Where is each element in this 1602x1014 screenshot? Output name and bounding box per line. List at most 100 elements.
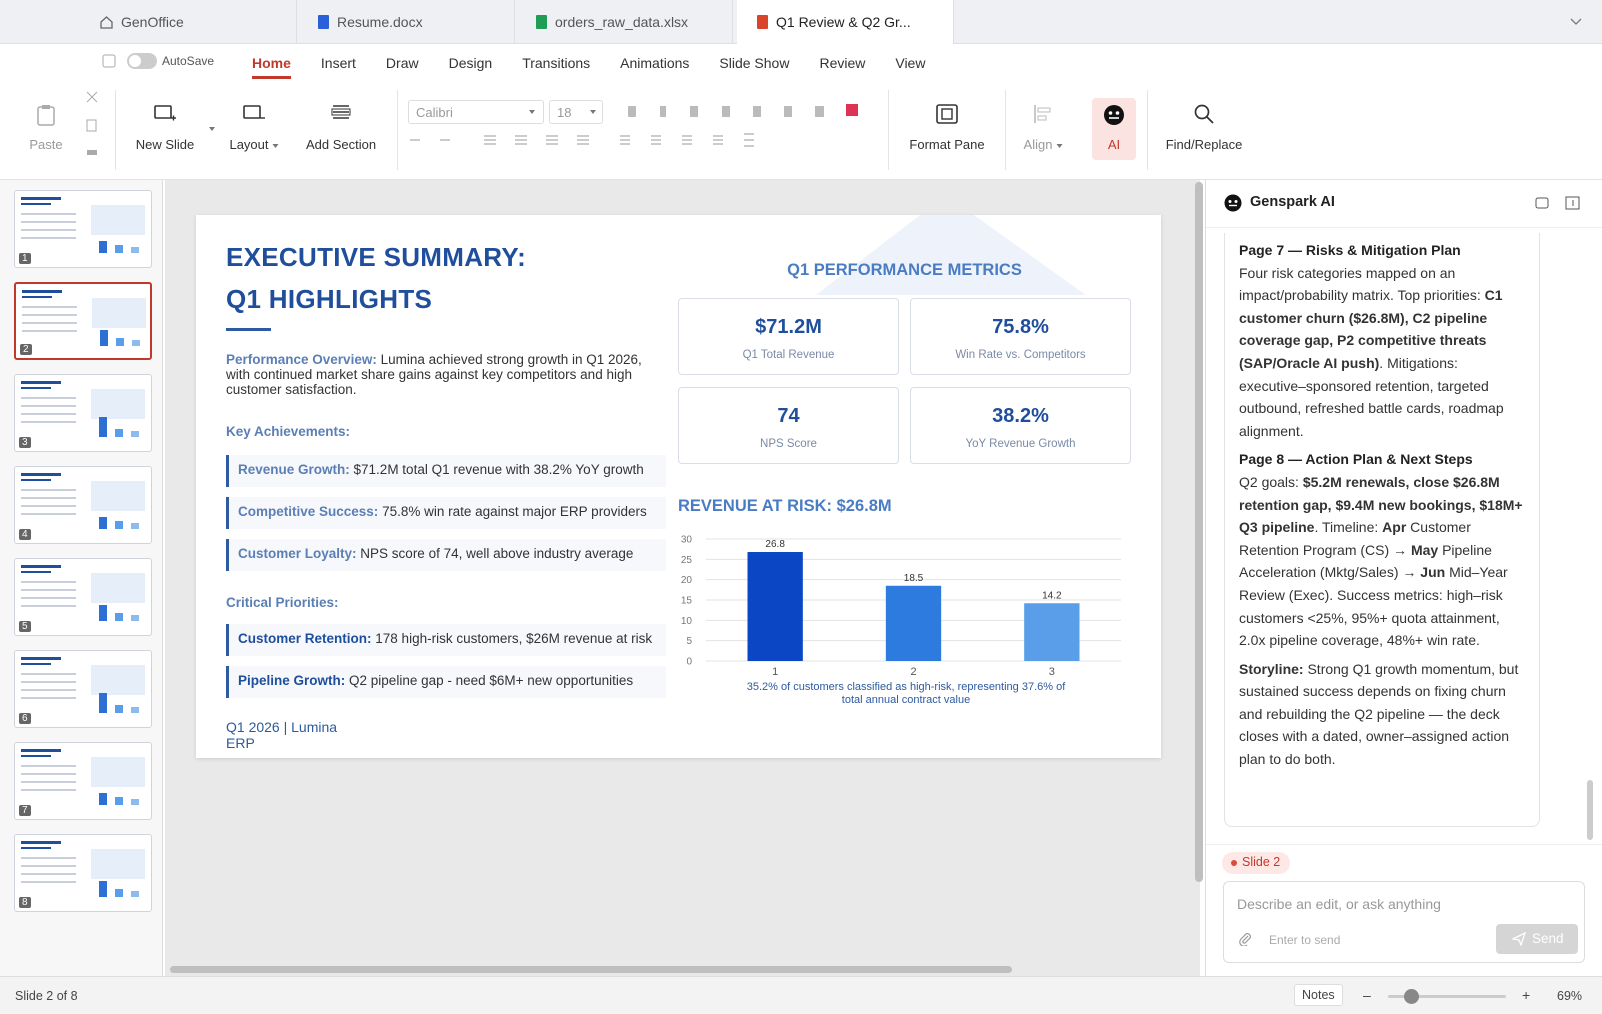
overview-text: Lumina achieved strong growth in Q1 2026… — [226, 352, 642, 397]
chat-input[interactable]: Describe an edit, or ask anything Enter … — [1223, 881, 1585, 963]
tab[interactable]: GenOffice — [80, 0, 297, 44]
slide-thumbnail[interactable]: 2 — [14, 282, 152, 360]
slide-thumbnail[interactable]: 8 — [14, 834, 152, 912]
zoom-slider[interactable] — [1388, 989, 1506, 1004]
slide-thumbnail[interactable]: 3 — [14, 374, 152, 452]
thumb-block — [91, 665, 145, 695]
menu-item[interactable]: Review — [819, 55, 866, 71]
thumb-line — [21, 213, 76, 215]
thumb-bar — [99, 793, 107, 805]
message-text: Storyline: — [1239, 660, 1304, 677]
tab-bar: GenOffice Resume.docx orders_raw_data.xl… — [0, 0, 1602, 44]
messages-scrollbar[interactable] — [1587, 780, 1593, 840]
item-text: Q2 pipeline gap - need $6M+ new opportun… — [349, 673, 634, 688]
thumb-line — [21, 697, 76, 699]
menu-item[interactable]: Slide Show — [719, 55, 790, 71]
send-label: Send — [1532, 931, 1564, 946]
tab-active[interactable]: Q1 Review & Q2 Gr... — [737, 0, 954, 44]
panel-actions[interactable] — [1534, 196, 1594, 212]
notes-button[interactable]: Notes — [1294, 984, 1343, 1006]
thumbnail-number: 3 — [19, 437, 31, 448]
metric-label: YoY Revenue Growth — [965, 438, 1076, 450]
thumb-block — [91, 573, 145, 603]
horizontal-scrollbar[interactable] — [170, 966, 1012, 973]
slide-thumbnail[interactable]: 7 — [14, 742, 152, 820]
add-section-button[interactable]: Add Section — [305, 137, 377, 152]
menu-item[interactable]: Design — [448, 55, 493, 71]
vertical-scrollbar[interactable] — [1195, 182, 1203, 882]
section-heading: Key Achievements: — [226, 424, 351, 439]
dropdown-caret[interactable] — [209, 127, 215, 131]
item-label: Pipeline Growth: — [238, 673, 346, 688]
thumbnail-number: 1 — [19, 253, 31, 264]
thumbnail-preview — [21, 657, 145, 713]
paste-button[interactable]: Paste — [29, 137, 63, 152]
menu-item[interactable]: Animations — [620, 55, 690, 71]
thumb-line — [21, 881, 76, 883]
autosave-toggle[interactable] — [127, 53, 157, 69]
thumbnail-preview — [22, 290, 146, 346]
slide-thumbnail[interactable]: 4 — [14, 466, 152, 544]
thumb-line — [21, 513, 76, 515]
thumb-bar — [132, 340, 140, 346]
thumb-line — [21, 781, 76, 783]
tabs-dropdown[interactable] — [1570, 18, 1582, 26]
menu-item[interactable]: Home — [252, 47, 291, 79]
slide-title-line: EXECUTIVE SUMMARY: — [226, 242, 527, 272]
slide-thumbnail[interactable]: 6 — [14, 650, 152, 728]
attach-icon[interactable] — [1238, 932, 1252, 946]
message-text: Mid–Year Review (Exec). Success metrics:… — [1239, 564, 1508, 649]
find-replace-button[interactable]: Find/Replace — [1165, 137, 1243, 152]
menu-item[interactable]: Insert — [320, 55, 356, 71]
message-heading: Page 8 — Action Plan & Next Steps — [1239, 451, 1473, 468]
menu-item[interactable]: View — [895, 55, 926, 71]
send-button[interactable]: Send — [1496, 924, 1578, 954]
align-button[interactable]: Align — [1024, 137, 1063, 152]
ai-message: Page 7 — Risks & Mitigation Plan Four ris… — [1239, 239, 1525, 442]
format-pane-button[interactable]: Format Pane — [909, 137, 985, 152]
menu-item[interactable]: Draw — [385, 55, 419, 71]
slide: EXECUTIVE SUMMARY: Q1 HIGHLIGHTS Perform… — [196, 215, 1161, 758]
thumb-line — [21, 203, 51, 205]
tab-label: GenOffice — [121, 14, 184, 30]
new-slide-button[interactable]: New Slide — [135, 137, 195, 152]
thumbnail-number: 2 — [20, 344, 32, 355]
font-family-select[interactable]: Calibri — [408, 100, 544, 124]
item-text: NPS score of 74, well above industry ave… — [360, 546, 634, 561]
y-tick-label: 0 — [686, 657, 692, 668]
thumb-block — [91, 757, 145, 787]
format-icons — [410, 104, 858, 147]
thumb-line — [21, 497, 76, 499]
zoom-out[interactable]: – — [1363, 987, 1371, 1003]
menu-item[interactable]: Transitions — [522, 55, 591, 71]
thumb-line — [21, 597, 76, 599]
slide-thumbnail[interactable]: 1 — [14, 190, 152, 268]
overview: Performance Overview: Lumina achieved st… — [226, 352, 666, 397]
message-text: . Mitigations: executive–sponsored reten… — [1239, 354, 1504, 439]
ai-button[interactable]: AI — [1107, 137, 1121, 152]
thumb-line — [22, 314, 77, 316]
thumbnail-number: 5 — [19, 621, 31, 632]
font-size-select[interactable]: 18 — [549, 100, 603, 124]
highlight-item: Competitive Success: 75.8% win rate agai… — [226, 497, 666, 529]
slide-thumbnail[interactable]: 5 — [14, 558, 152, 636]
zoom-in[interactable]: + — [1522, 987, 1531, 1003]
layout-button[interactable]: Layout — [229, 137, 279, 152]
y-tick-label: 10 — [681, 616, 693, 627]
tab[interactable]: orders_raw_data.xlsx — [516, 0, 733, 44]
thumb-line — [21, 387, 51, 389]
thumb-line — [22, 330, 77, 332]
slides-icon — [757, 15, 768, 29]
section-heading: Critical Priorities: — [226, 595, 339, 610]
save-icon[interactable] — [102, 54, 116, 68]
x-tick-label: 1 — [772, 666, 778, 677]
tab[interactable]: Resume.docx — [298, 0, 515, 44]
context-chip[interactable]: Slide 2 — [1222, 852, 1291, 874]
align-label: Align — [1023, 137, 1053, 152]
item-text: 178 high-risk customers, $26M revenue at… — [375, 631, 653, 646]
message-text: . Timeline: — [1314, 519, 1383, 536]
thumb-block — [91, 389, 145, 419]
thumb-title — [21, 197, 61, 200]
message-text: C1 customer churn ($26.8M), C2 pipeline … — [1239, 287, 1503, 371]
